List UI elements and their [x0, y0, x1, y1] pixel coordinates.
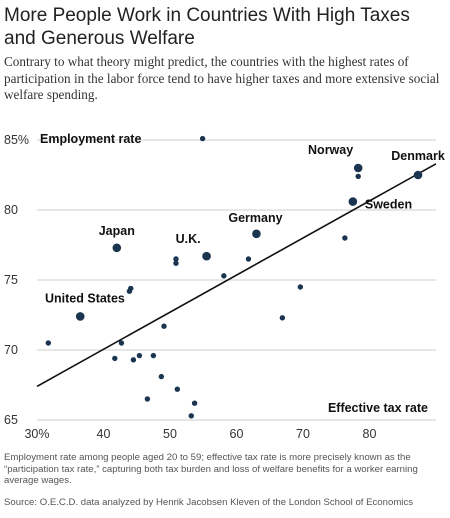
data-point: [45, 340, 52, 346]
x-tick-label: 60: [230, 427, 244, 441]
data-point: [173, 256, 179, 262]
point-label: Japan: [99, 224, 135, 238]
highlighted-point: [202, 251, 211, 261]
y-tick-label: 85%: [4, 133, 29, 147]
tick-labels: 65 70 75 80 85% 30% 40 50 60 70 80: [4, 133, 376, 441]
data-point: [279, 315, 286, 321]
data-point: [199, 135, 206, 142]
data-point: [136, 352, 143, 359]
x-tick-label: 50: [163, 427, 177, 441]
data-point: [191, 400, 198, 406]
gridlines: [37, 139, 436, 421]
x-tick-label: 70: [296, 427, 310, 441]
point-label: United States: [45, 291, 125, 305]
trendline-layer: [36, 163, 437, 388]
chart-title: More People Work in Countries With High …: [4, 5, 410, 49]
y-tick-label: 70: [4, 343, 18, 357]
point-label: Sweden: [365, 198, 412, 212]
data-point: [144, 396, 151, 402]
data-point: [128, 285, 134, 292]
source-note: Source: O.E.C.D. data analyzed by Henrik…: [4, 497, 414, 508]
data-point: [118, 340, 125, 346]
data-points: [45, 135, 423, 419]
data-point: [174, 386, 181, 392]
highlighted-point: [348, 197, 358, 206]
point-label: U.K.: [176, 232, 201, 246]
footnote: Employment rate among people aged 20 to …: [4, 452, 418, 486]
highlighted-point: [413, 170, 423, 180]
data-point: [150, 352, 157, 359]
data-point: [158, 373, 165, 380]
trendline: [36, 163, 437, 388]
highlighted-point: [75, 312, 85, 321]
x-tick-label: 30%: [24, 427, 49, 441]
x-tick-label: 80: [363, 427, 377, 441]
y-tick-label: 65: [4, 413, 18, 427]
highlighted-point: [252, 229, 261, 239]
data-point: [221, 273, 227, 279]
data-point: [130, 357, 137, 363]
data-point: [342, 235, 348, 241]
data-point: [161, 323, 167, 329]
point-label: Germany: [228, 211, 282, 225]
data-point: [112, 355, 118, 362]
point-labels: United States Japan U.K. Germany Sweden Norwa…: [45, 143, 445, 305]
scatter-chart: 65 70 75 80 85% 30% 40 50 60 70 80 United States Ja…: [4, 132, 445, 441]
x-tick-label: 40: [97, 427, 111, 441]
y-axis-label: Employment rate: [40, 132, 141, 146]
highlighted-point: [353, 163, 363, 173]
chart-subtitle: Contrary to what theory might predict, t…: [4, 54, 440, 102]
data-point: [297, 284, 304, 290]
y-tick-label: 75: [4, 273, 18, 287]
highlighted-point: [112, 243, 122, 253]
x-axis-label: Effective tax rate: [328, 401, 428, 415]
point-label: Norway: [308, 143, 353, 157]
data-point: [355, 173, 361, 180]
y-tick-label: 80: [4, 203, 18, 217]
data-point: [188, 413, 194, 419]
data-point: [173, 260, 179, 266]
point-label: Denmark: [391, 149, 445, 163]
data-point: [245, 256, 252, 262]
